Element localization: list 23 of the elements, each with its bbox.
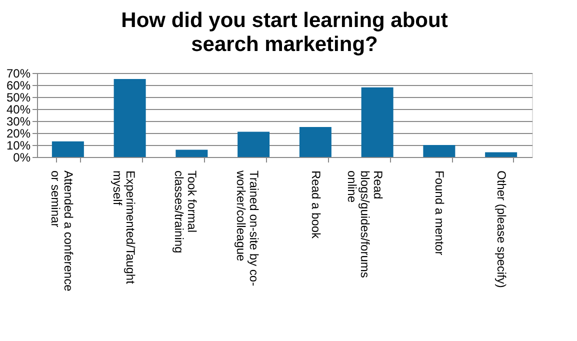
bar [52,141,84,157]
x-tick-label: Experimented/Taught myself [110,170,138,285]
y-tick-label: 40% [6,102,31,116]
x-tick-label: Found a mentor [432,170,447,256]
x-tick-label: Other (please specify) [494,170,509,288]
y-tick-label: 0% [13,150,31,164]
x-tick-label: Attended a conference or seminar [48,170,76,292]
y-tick-label: 70% [6,66,31,80]
y-tick-label: 60% [6,78,31,92]
x-tick-label: Read a book [308,170,323,240]
bar [299,127,332,157]
bar [361,87,394,157]
y-tick-label: 10% [6,138,31,152]
bar [485,152,518,157]
y-tick-label: 30% [6,114,31,128]
chart-title: How did you start learning about search marketing? [121,9,448,56]
bar [114,79,146,157]
y-tick-label: 50% [6,90,31,104]
bar [176,150,208,157]
bar [423,145,456,157]
bar [238,132,270,157]
y-tick-label: 20% [6,126,31,140]
x-tick-label: Read blogs/guides/forums online [344,170,385,278]
